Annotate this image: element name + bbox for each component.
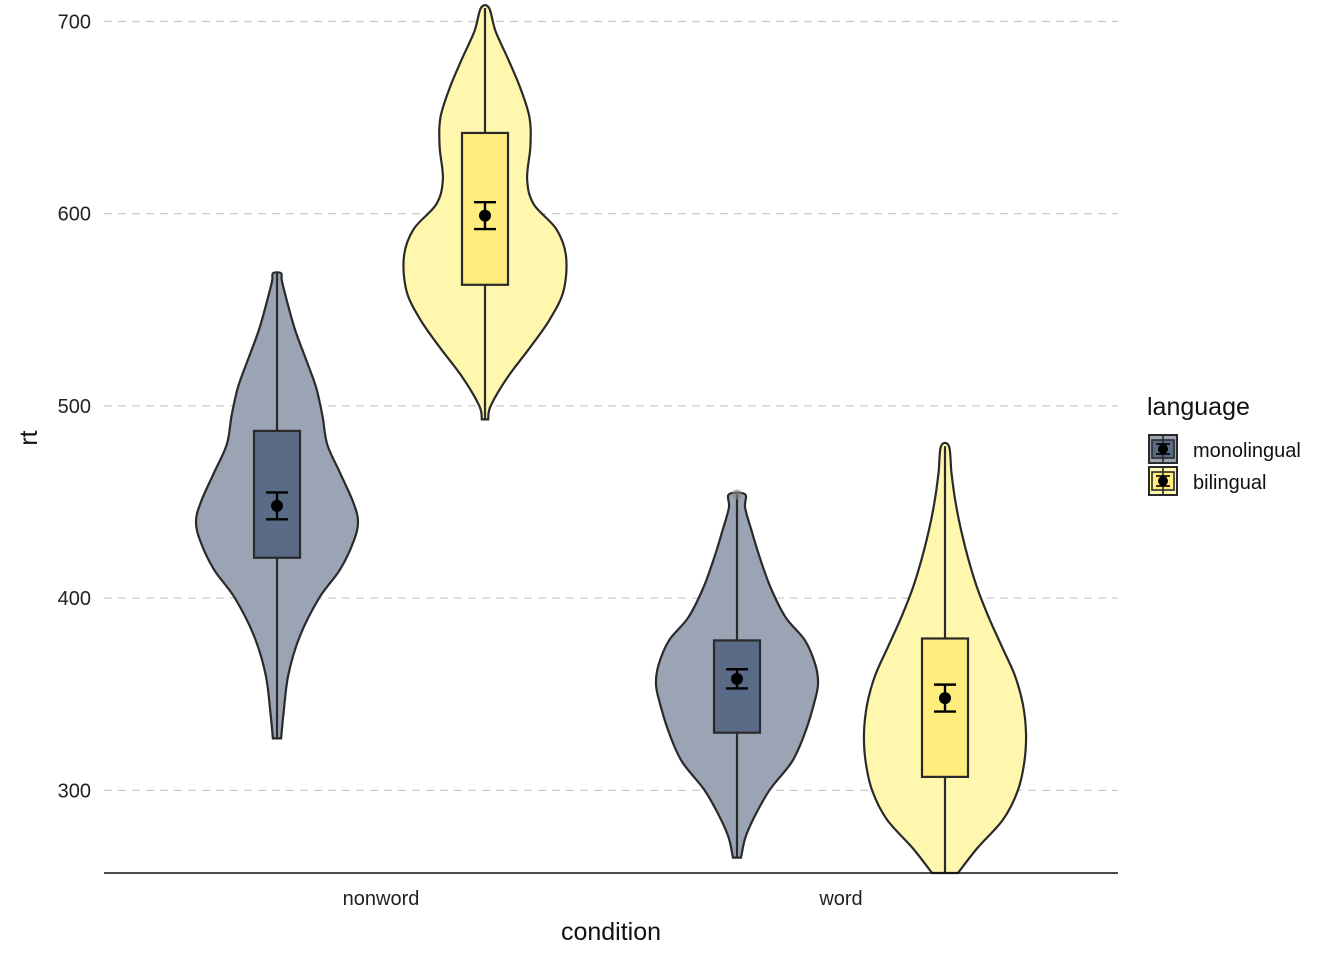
y-tick-label: 300 [58,780,91,802]
legend-key-mean [1158,444,1168,454]
box-iqr [712,639,762,734]
x-tick-labels: nonword word [343,888,863,910]
legend-item-bilingual: bilingual [1148,466,1266,496]
mean-point [939,692,951,705]
legend-label: bilingual [1193,472,1266,494]
legend: language monolingual bilingual [1147,393,1301,496]
legend-title: language [1147,393,1250,421]
violin-group-bilingual-word [862,441,1028,875]
legend-key-mean [1158,476,1168,486]
y-tick-label: 700 [58,11,91,33]
y-axis-title: rt [15,430,43,445]
y-tick-label: 500 [58,396,91,418]
outlier-point [732,489,742,500]
legend-label: monolingual [1193,440,1301,462]
x-tick-label: word [818,888,862,910]
x-axis-title: condition [561,918,661,946]
mark-layer [194,4,1028,875]
mean-point [479,209,491,222]
x-tick-label: nonword [343,888,420,910]
y-tick-labels: 300 400 500 600 700 [58,11,91,802]
mean-point [271,499,283,512]
legend-items: monolingual bilingual [1148,434,1301,496]
violin-group-bilingual-nonword [402,4,568,421]
legend-item-monolingual: monolingual [1148,434,1301,464]
violin-group-monolingual-nonword [194,271,360,740]
y-tick-label: 400 [58,588,91,610]
mean-point [731,672,743,685]
violin-group-monolingual-word [654,489,820,859]
y-tick-label: 600 [58,204,91,226]
